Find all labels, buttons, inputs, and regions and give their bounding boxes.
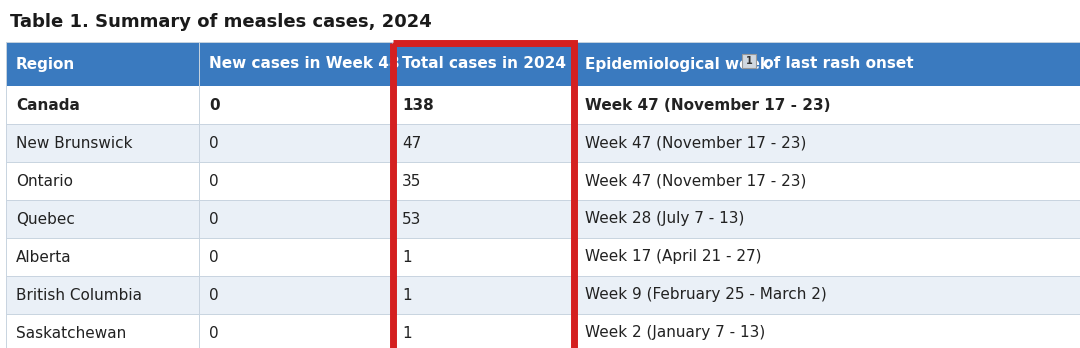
Text: Epidemiological week: Epidemiological week — [585, 56, 775, 71]
Text: Week 28 (July 7 - 13): Week 28 (July 7 - 13) — [585, 212, 744, 227]
Bar — [575, 124, 1080, 162]
Text: 0: 0 — [210, 97, 219, 112]
Bar — [6, 86, 199, 124]
Bar — [575, 200, 1080, 238]
Bar — [392, 200, 575, 238]
Text: Week 47 (November 17 - 23): Week 47 (November 17 - 23) — [585, 135, 807, 150]
Bar — [199, 276, 392, 314]
Text: Week 9 (February 25 - March 2): Week 9 (February 25 - March 2) — [585, 287, 827, 302]
Text: 138: 138 — [402, 97, 434, 112]
Bar — [392, 238, 575, 276]
Text: New Brunswick: New Brunswick — [16, 135, 133, 150]
Bar — [392, 276, 575, 314]
Bar — [199, 42, 392, 86]
Text: Alberta: Alberta — [16, 250, 71, 264]
Bar — [6, 200, 199, 238]
Bar — [6, 276, 199, 314]
Text: 1: 1 — [402, 325, 411, 340]
Text: British Columbia: British Columbia — [16, 287, 141, 302]
Bar — [392, 314, 575, 348]
Text: 0: 0 — [210, 212, 218, 227]
Bar — [575, 86, 1080, 124]
Bar — [392, 124, 575, 162]
Text: of last rash onset: of last rash onset — [758, 56, 914, 71]
Text: 0: 0 — [210, 287, 218, 302]
Text: 0: 0 — [210, 135, 218, 150]
Bar — [575, 314, 1080, 348]
Text: Week 47 (November 17 - 23): Week 47 (November 17 - 23) — [585, 97, 831, 112]
Text: Quebec: Quebec — [16, 212, 75, 227]
Bar — [575, 276, 1080, 314]
Bar — [6, 124, 199, 162]
Bar — [6, 162, 199, 200]
Bar — [742, 54, 756, 68]
Text: New cases in Week 48: New cases in Week 48 — [210, 56, 400, 71]
Bar — [575, 238, 1080, 276]
Bar — [575, 42, 1080, 86]
Bar — [199, 238, 392, 276]
Bar — [575, 162, 1080, 200]
Bar — [392, 162, 575, 200]
Text: 53: 53 — [402, 212, 421, 227]
Text: Total cases in 2024: Total cases in 2024 — [402, 56, 566, 71]
Bar — [199, 314, 392, 348]
Bar — [392, 42, 575, 86]
Bar — [392, 86, 575, 124]
Bar — [199, 200, 392, 238]
Bar — [199, 162, 392, 200]
Text: 35: 35 — [402, 174, 421, 189]
Bar — [199, 86, 392, 124]
Text: Ontario: Ontario — [16, 174, 73, 189]
Bar — [6, 238, 199, 276]
Bar — [199, 124, 392, 162]
Text: Canada: Canada — [16, 97, 80, 112]
Text: 0: 0 — [210, 250, 218, 264]
Text: Week 17 (April 21 - 27): Week 17 (April 21 - 27) — [585, 250, 761, 264]
Text: 0: 0 — [210, 325, 218, 340]
Bar — [393, 43, 573, 348]
Text: Table 1. Summary of measles cases, 2024: Table 1. Summary of measles cases, 2024 — [10, 13, 432, 31]
Text: Region: Region — [16, 56, 76, 71]
Text: 1: 1 — [745, 56, 753, 66]
Text: Saskatchewan: Saskatchewan — [16, 325, 126, 340]
Text: Week 47 (November 17 - 23): Week 47 (November 17 - 23) — [585, 174, 807, 189]
Text: 47: 47 — [402, 135, 421, 150]
Bar — [6, 314, 199, 348]
Text: Week 2 (January 7 - 13): Week 2 (January 7 - 13) — [585, 325, 766, 340]
Text: 0: 0 — [210, 174, 218, 189]
Text: 1: 1 — [402, 287, 411, 302]
Text: 1: 1 — [402, 250, 411, 264]
Bar — [6, 42, 199, 86]
